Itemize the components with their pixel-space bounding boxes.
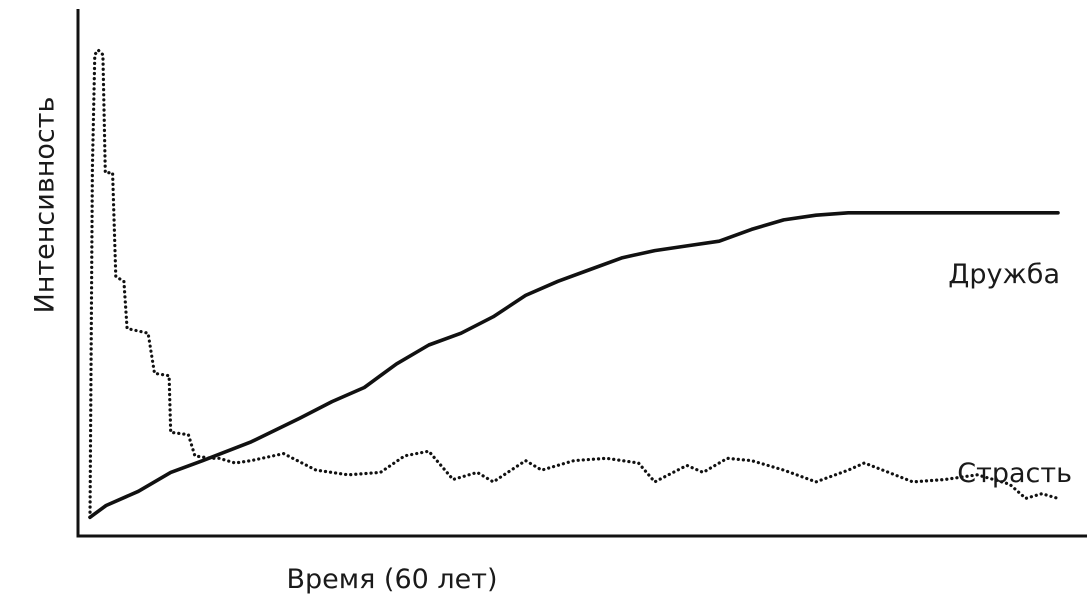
series-friendship (88, 211, 1060, 520)
series-line-passion (88, 48, 1060, 519)
y-axis-label-text: Интенсивность (30, 97, 61, 314)
y-axis-label: Интенсивность (30, 97, 61, 314)
plot-area (88, 48, 1060, 520)
x-axis-label: Время (60 лет) (286, 564, 497, 595)
series-label-friendship: Дружба (948, 259, 1060, 290)
series-passion (88, 48, 1060, 519)
series-line-friendship (88, 211, 1060, 520)
series-label-passion: Страсть (957, 458, 1072, 489)
